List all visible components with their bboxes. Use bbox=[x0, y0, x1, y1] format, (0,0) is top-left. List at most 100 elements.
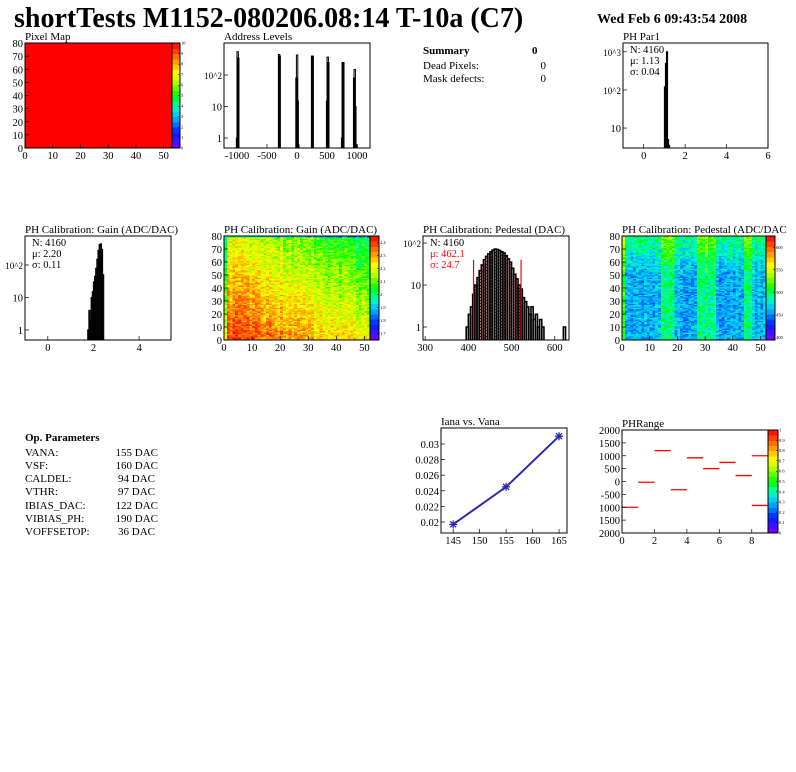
op-parameters-panel: Op. Parameters VANA: 155 DAC VSF: 160 DA… bbox=[25, 432, 158, 538]
heatmap-cell bbox=[635, 299, 639, 302]
heatmap-cell bbox=[224, 330, 228, 333]
heatmap-cell bbox=[235, 280, 239, 282]
heatmap-cell bbox=[358, 297, 362, 299]
heatmap-cell bbox=[305, 284, 309, 286]
heatmap-cell bbox=[322, 312, 326, 315]
heatmap-cell bbox=[252, 315, 256, 317]
heatmap-cell bbox=[268, 333, 273, 336]
heatmap-cell bbox=[282, 291, 287, 294]
heatmap-cell bbox=[339, 294, 343, 297]
heatmap-cell bbox=[347, 306, 351, 308]
heatmap-cell bbox=[305, 254, 309, 256]
heatmap-cell bbox=[327, 267, 331, 269]
heatmap-cell bbox=[299, 298, 303, 300]
heatmap-cell bbox=[238, 243, 242, 246]
heatmap-cell bbox=[624, 297, 628, 299]
heatmap-cell bbox=[254, 284, 258, 286]
heatmap-cell bbox=[232, 236, 236, 238]
heatmap-cell bbox=[226, 256, 230, 259]
heatmap-cell bbox=[622, 264, 626, 267]
heatmap-cell bbox=[291, 295, 295, 298]
heatmap-cell bbox=[350, 315, 354, 317]
heatmap-cell bbox=[294, 308, 298, 311]
heatmap-cell bbox=[627, 316, 631, 319]
heatmap-cell bbox=[240, 325, 244, 328]
heatmap-cell bbox=[347, 239, 351, 242]
heatmap-cell bbox=[622, 297, 626, 299]
heatmap-cell bbox=[627, 265, 631, 268]
heatmap-cell bbox=[319, 265, 323, 268]
heatmap-cell bbox=[308, 285, 312, 287]
heatmap-cell bbox=[224, 245, 228, 247]
heatmap-cell bbox=[297, 334, 301, 337]
heatmap-cell bbox=[319, 337, 323, 339]
heatmap-cell bbox=[635, 297, 639, 299]
heatmap-cell bbox=[311, 310, 315, 312]
heatmap-cell bbox=[347, 238, 351, 241]
heatmap-cell bbox=[285, 258, 289, 260]
heatmap-cell bbox=[308, 308, 312, 311]
heatmap-cell bbox=[226, 323, 230, 325]
heatmap-cell bbox=[268, 321, 273, 324]
heatmap-cell bbox=[224, 288, 228, 290]
heatmap-cell bbox=[327, 302, 331, 304]
heatmap-cell bbox=[353, 262, 357, 264]
heatmap-cell bbox=[254, 243, 258, 246]
heatmap-cell bbox=[277, 303, 281, 306]
heatmap-cell bbox=[325, 285, 329, 287]
heatmap-cell bbox=[353, 330, 357, 333]
heatmap-cell bbox=[330, 256, 334, 259]
heatmap-cell bbox=[336, 245, 340, 247]
heatmap-cell bbox=[341, 310, 346, 312]
heatmap-cell bbox=[257, 237, 261, 239]
heatmap-cell bbox=[285, 260, 289, 263]
heatmap-cell bbox=[325, 308, 329, 311]
heatmap-cell bbox=[252, 336, 256, 338]
heatmap-cell bbox=[271, 271, 275, 273]
heatmap-cell bbox=[249, 317, 253, 320]
heatmap-cell bbox=[355, 249, 360, 251]
heatmap-cell bbox=[327, 241, 331, 243]
heatmap-cell bbox=[257, 268, 261, 271]
heatmap-cell bbox=[249, 324, 253, 326]
heatmap-cell bbox=[327, 315, 331, 317]
heatmap-cell bbox=[257, 252, 261, 255]
heatmap-cell bbox=[624, 295, 628, 298]
heatmap-cell bbox=[344, 271, 348, 273]
heatmap-cell bbox=[355, 294, 360, 297]
heatmap-cell bbox=[339, 250, 343, 252]
heatmap-cell bbox=[319, 328, 323, 330]
heatmap-cell bbox=[330, 297, 334, 299]
palette-tick-label: 5 bbox=[181, 93, 184, 98]
heatmap-cell bbox=[249, 303, 253, 306]
heatmap-cell bbox=[627, 336, 631, 338]
heatmap-cell bbox=[297, 329, 301, 332]
heatmap-cell bbox=[297, 330, 301, 333]
heatmap-cell bbox=[630, 327, 634, 329]
heatmap-cell bbox=[291, 263, 295, 265]
heatmap-cell bbox=[325, 288, 329, 290]
heatmap-cell bbox=[327, 329, 331, 332]
heatmap-cell bbox=[299, 263, 303, 265]
fit-fill bbox=[509, 262, 512, 340]
x-tick-label: 30 bbox=[303, 343, 314, 354]
heatmap-cell bbox=[224, 329, 228, 332]
heatmap-cell bbox=[353, 236, 357, 238]
heatmap-cell bbox=[316, 301, 320, 303]
heatmap-cell bbox=[305, 277, 309, 280]
heatmap-cell bbox=[330, 307, 334, 310]
heatmap-cell bbox=[288, 281, 292, 284]
heatmap-cell bbox=[302, 321, 306, 324]
heatmap-cell bbox=[263, 329, 267, 332]
heatmap-cell bbox=[624, 262, 628, 264]
heatmap-cell bbox=[263, 269, 267, 272]
heatmap-cell bbox=[305, 329, 309, 332]
heatmap-cell bbox=[635, 290, 639, 293]
heatmap-cell bbox=[367, 278, 371, 281]
heatmap-cell bbox=[232, 246, 236, 248]
heatmap-cell bbox=[277, 315, 281, 317]
heatmap-cell bbox=[285, 245, 289, 247]
heatmap-cell bbox=[333, 263, 337, 265]
heatmap-cell bbox=[319, 333, 323, 336]
heatmap-cell bbox=[252, 329, 256, 332]
